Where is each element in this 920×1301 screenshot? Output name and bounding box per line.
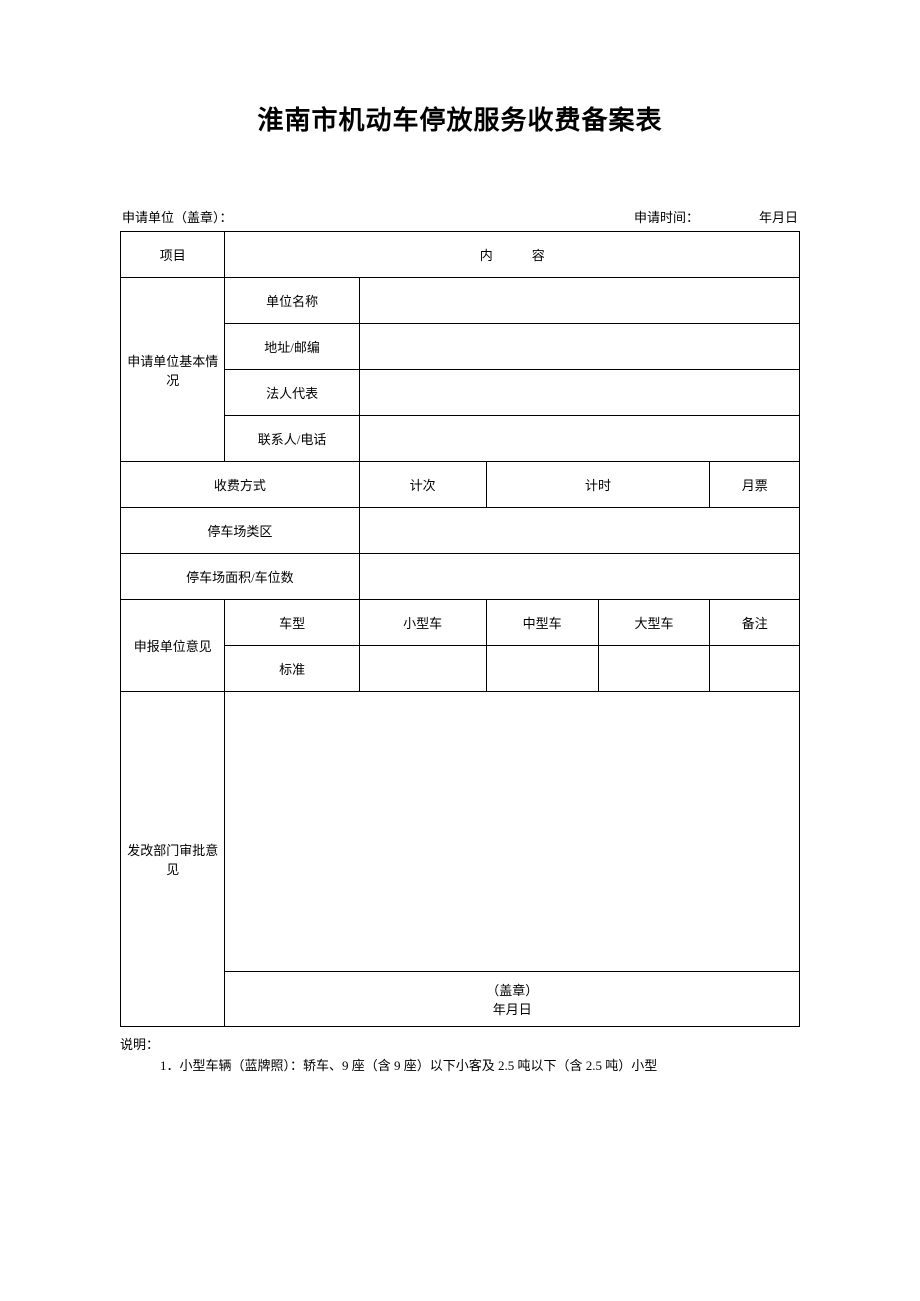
note-item-1: 1．小型车辆（蓝牌照）：轿车、9 座（含 9 座）以下小客及 2.5 吨以下（含… <box>120 1056 800 1077</box>
cell-fee-method: 收费方式 <box>121 462 360 508</box>
cell-std-large <box>598 646 710 692</box>
cell-contact-value <box>359 416 799 462</box>
seal-text: （盖章） <box>227 980 797 999</box>
cell-std-medium <box>486 646 598 692</box>
footer-notes: 说明： 1．小型车辆（蓝牌照）：轿车、9 座（含 9 座）以下小客及 2.5 吨… <box>120 1035 800 1077</box>
applicant-unit-label: 申请单位（盖章）： <box>122 207 233 226</box>
cell-signature: （盖章） 年月日 <box>225 972 800 1027</box>
cell-remark: 备注 <box>710 600 800 646</box>
cell-large-car: 大型车 <box>598 600 710 646</box>
cell-legal-rep-value <box>359 370 799 416</box>
cell-unit-opinion: 申报单位意见 <box>121 600 225 692</box>
cell-std-small <box>359 646 486 692</box>
cell-legal-rep: 法人代表 <box>225 370 359 416</box>
filing-table: 项目 内 容 申请单位基本情况 单位名称 地址/邮编 法人代表 联系人/电话 收… <box>120 231 800 1027</box>
cell-small-car: 小型车 <box>359 600 486 646</box>
cell-content-header: 内 容 <box>225 232 800 278</box>
cell-contact: 联系人/电话 <box>225 416 359 462</box>
cell-unit-name-value <box>359 278 799 324</box>
cell-by-time: 计时 <box>486 462 710 508</box>
notes-label: 说明： <box>120 1035 800 1056</box>
cell-basic-info: 申请单位基本情况 <box>121 278 225 462</box>
application-time-label: 申请时间： <box>634 207 699 226</box>
cell-by-count: 计次 <box>359 462 486 508</box>
sig-date-text: 年月日 <box>227 999 797 1018</box>
cell-unit-name: 单位名称 <box>225 278 359 324</box>
cell-approval-content <box>225 692 800 972</box>
cell-approval: 发改部门审批意见 <box>121 692 225 1027</box>
cell-vehicle-type: 车型 <box>225 600 359 646</box>
cell-std-remark <box>710 646 800 692</box>
cell-address-value <box>359 324 799 370</box>
cell-standard: 标准 <box>225 646 359 692</box>
date-label: 年月日 <box>759 207 798 226</box>
cell-parking-area: 停车场面积/车位数 <box>121 554 360 600</box>
header-row: 申请单位（盖章）： 申请时间： 年月日 <box>120 207 800 226</box>
page-title: 淮南市机动车停放服务收费备案表 <box>120 100 800 137</box>
cell-address: 地址/邮编 <box>225 324 359 370</box>
cell-parking-type: 停车场类区 <box>121 508 360 554</box>
cell-project: 项目 <box>121 232 225 278</box>
cell-medium-car: 中型车 <box>486 600 598 646</box>
cell-parking-type-value <box>359 508 799 554</box>
cell-monthly: 月票 <box>710 462 800 508</box>
cell-parking-area-value <box>359 554 799 600</box>
